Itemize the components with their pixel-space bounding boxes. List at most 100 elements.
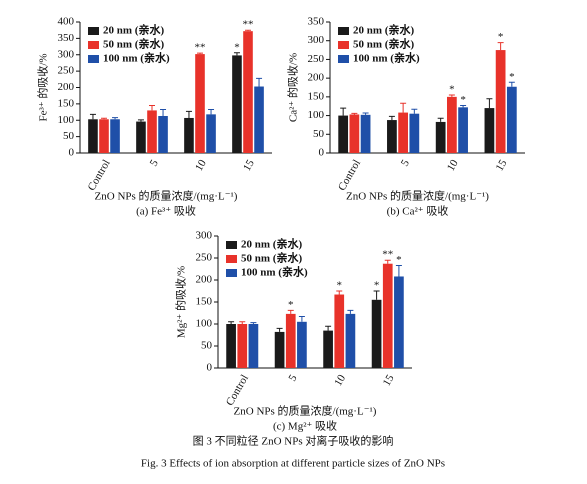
- bar: [495, 50, 506, 154]
- x-tick-label: 5: [148, 157, 161, 168]
- bar: [274, 331, 285, 368]
- legend-swatch: [88, 41, 99, 49]
- y-tick-label: 100: [196, 318, 213, 330]
- y-tick-label: 300: [196, 230, 213, 242]
- x-tick-label: 15: [241, 157, 257, 173]
- y-tick-label: 250: [308, 53, 325, 65]
- bar: [458, 107, 468, 153]
- error-bar: [362, 112, 369, 115]
- legend-swatch: [226, 255, 237, 263]
- error-bar: [373, 290, 380, 300]
- bar: [334, 294, 345, 368]
- bar: [409, 113, 420, 153]
- bar: [158, 115, 168, 153]
- x-tick-label: Control: [336, 158, 363, 193]
- x-tick-label: Control: [224, 373, 251, 408]
- error-bar: [197, 52, 203, 55]
- error-bar: [256, 77, 263, 87]
- error-bar: [411, 108, 418, 114]
- error-bar: [208, 108, 215, 115]
- legend-label: 20 nm (亲水): [241, 237, 302, 251]
- y-tick-label: 50: [313, 128, 325, 140]
- y-tick-label: 350: [58, 32, 75, 44]
- bar: [110, 119, 120, 153]
- y-tick-label: 200: [196, 274, 213, 286]
- bar: [99, 119, 109, 153]
- bar: [136, 121, 146, 153]
- legend-label: 20 nm (亲水): [103, 23, 164, 37]
- error-bar: [89, 113, 96, 120]
- significance-label: *: [460, 94, 466, 106]
- y-tick-label: 0: [207, 362, 213, 374]
- error-bar: [287, 309, 294, 314]
- bar: [338, 115, 349, 153]
- error-bar: [239, 321, 246, 324]
- x-tick-label: 10: [445, 157, 461, 173]
- legend-label: 100 nm (亲水): [353, 51, 420, 65]
- bar: [297, 321, 307, 368]
- significance-label: *: [509, 71, 515, 83]
- error-bar: [112, 117, 119, 120]
- error-bar: [508, 81, 515, 87]
- error-bar: [400, 102, 407, 113]
- legend-swatch: [226, 269, 237, 277]
- bar: [371, 299, 382, 368]
- error-bar: [347, 309, 354, 314]
- bar: [206, 114, 216, 153]
- bar: [394, 276, 404, 368]
- legend-label: 20 nm (亲水): [353, 23, 414, 37]
- error-bar: [101, 117, 107, 120]
- error-bar: [340, 107, 347, 116]
- error-bar: [228, 321, 235, 324]
- significance-label: *: [396, 254, 402, 266]
- y-tick-label: 50: [63, 130, 75, 142]
- y-tick-label: 400: [58, 16, 75, 28]
- x-tick-label: 15: [494, 157, 510, 173]
- bar: [232, 55, 242, 153]
- y-tick-label: 200: [308, 72, 325, 84]
- legend-label: 50 nm (亲水): [103, 37, 164, 51]
- caption-cn: 图 3 不同粒径 ZnO NPs 对离子吸收的影响: [193, 434, 394, 448]
- error-bar: [250, 322, 257, 324]
- bar: [226, 324, 236, 368]
- y-tick-label: 100: [308, 109, 325, 121]
- y-tick-label: 250: [58, 65, 75, 77]
- bar: [447, 96, 457, 153]
- bar: [323, 330, 333, 368]
- bar: [254, 86, 264, 153]
- bar: [398, 112, 408, 153]
- y-tick-label: 0: [319, 147, 325, 159]
- error-bar: [351, 112, 358, 115]
- y-tick-label: 100: [58, 114, 75, 126]
- bar: [382, 263, 393, 368]
- y-tick-label: 350: [308, 16, 325, 28]
- significance-label: **: [243, 19, 254, 31]
- error-bar: [460, 104, 467, 108]
- legend-label: 50 nm (亲水): [241, 251, 302, 265]
- error-bar: [384, 259, 391, 264]
- error-bar: [185, 110, 192, 118]
- bar: [484, 108, 495, 153]
- y-tick-label: 150: [58, 97, 75, 109]
- y-axis-label: Mg²⁺ 的吸收/%: [174, 266, 188, 338]
- legend-swatch: [88, 55, 99, 63]
- caption-en: Fig. 3 Effects of ion absorption at diff…: [141, 458, 445, 470]
- x-axis-label: ZnO NPs 的质量浓度/(mg·L⁻¹): [234, 404, 377, 418]
- significance-label: *: [337, 280, 343, 292]
- significance-label: *: [498, 31, 504, 43]
- bar: [184, 117, 194, 153]
- legend-swatch: [338, 41, 349, 49]
- legend-label: 50 nm (亲水): [353, 37, 414, 51]
- bar: [506, 86, 517, 153]
- legend-label: 100 nm (亲水): [241, 265, 308, 279]
- y-axis-label: Fe³⁺ 的吸收/%: [36, 53, 50, 121]
- x-tick-label: 10: [193, 157, 209, 173]
- y-tick-label: 150: [308, 90, 325, 102]
- bar: [387, 120, 397, 153]
- x-axis-label: ZnO NPs 的质量浓度/(mg·L⁻¹): [95, 189, 238, 203]
- x-tick-label: 15: [381, 372, 397, 388]
- bar: [243, 31, 253, 154]
- legend-swatch: [338, 27, 349, 35]
- bar: [345, 313, 356, 368]
- bar: [360, 114, 371, 153]
